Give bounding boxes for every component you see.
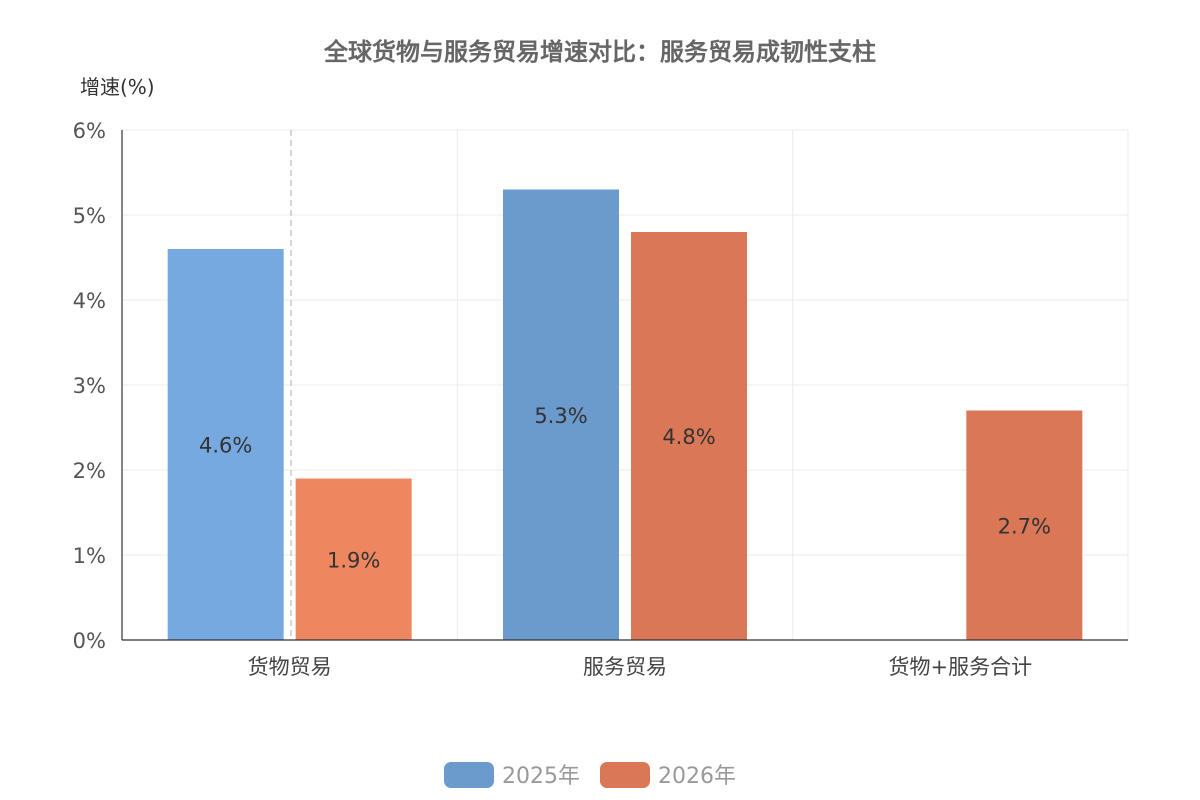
data-label: 1.9% [327,548,380,572]
axes [121,130,1128,641]
y-tick-label: 3% [73,374,106,398]
gridlines [122,129,1129,640]
bar-1-1 [631,232,747,640]
y-tick-label: 6% [73,119,106,143]
y-tick-label: 4% [73,289,106,313]
x-category-label: 货物+服务合计 [889,655,1033,679]
legend-label: 2025年 [502,764,580,789]
data-label: 2.7% [998,514,1051,538]
bar-1-2 [966,410,1083,640]
y-tick-label: 5% [73,204,106,228]
y-axis-label: 增速(%) [80,75,155,99]
y-tick-label: 0% [73,629,106,653]
legend-swatch [600,762,650,788]
y-tick-label: 1% [73,544,106,568]
legend: 2025年 2026年 [444,762,736,789]
bar-0-0 [167,249,284,640]
data-label: 5.3% [534,404,587,428]
y-axis-ticks: 0% 1% 2% 3% 4% 5% 6% [73,119,106,653]
data-label: 4.8% [662,425,715,449]
y-tick-label: 2% [73,459,106,483]
data-label: 4.6% [199,434,252,458]
x-axis-categories: 货物贸易 服务贸易 货物+服务合计 [248,655,1032,679]
legend-swatch [444,762,494,788]
chart-title: 全球货物与服务贸易增速对比：服务贸易成韧性支柱 [323,38,876,66]
bar-1-0 [295,478,412,640]
legend-label: 2026年 [658,764,736,789]
bar-0-1 [503,189,619,640]
bars: 4.6% 5.3% 1.9% 4.8% 2.7% [167,189,1083,640]
x-category-label: 货物贸易 [248,655,332,679]
x-category-label: 服务贸易 [583,655,667,679]
